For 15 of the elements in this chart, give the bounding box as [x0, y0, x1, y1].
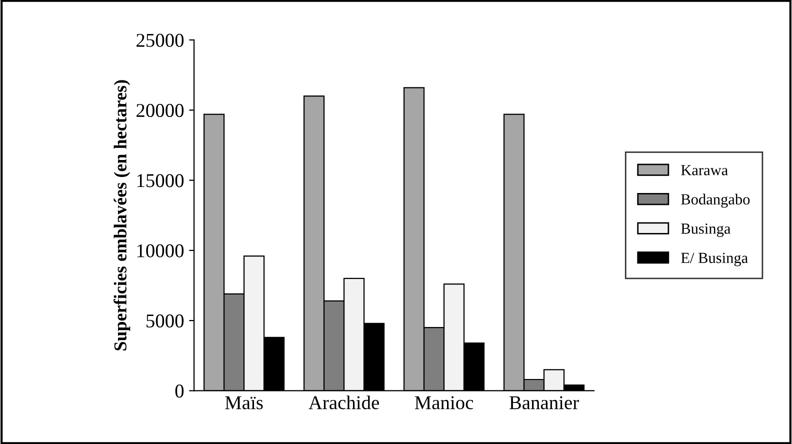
x-tick-label: Bananier [509, 396, 579, 410]
legend-label: Karawa [681, 165, 728, 176]
y-tick-label: 25000 [136, 34, 184, 47]
y-tick-label: 0 [175, 384, 184, 398]
y-tick-label: 5000 [146, 314, 184, 328]
x-tick-label: Manioc [414, 396, 474, 410]
y-axis-title: Superficies emblavées (en hectares) [114, 80, 130, 350]
x-tick-label: Maïs [225, 396, 263, 410]
legend-label: Businga [681, 224, 731, 237]
y-tick-label: 15000 [137, 174, 184, 188]
y-tick-label: 20000 [136, 104, 184, 118]
x-tick-label: Arachide [308, 396, 379, 410]
y-tick-label: 10000 [137, 244, 184, 258]
legend-label: Bodangabo [681, 194, 750, 208]
legend-label: E/ Businga [681, 252, 748, 266]
